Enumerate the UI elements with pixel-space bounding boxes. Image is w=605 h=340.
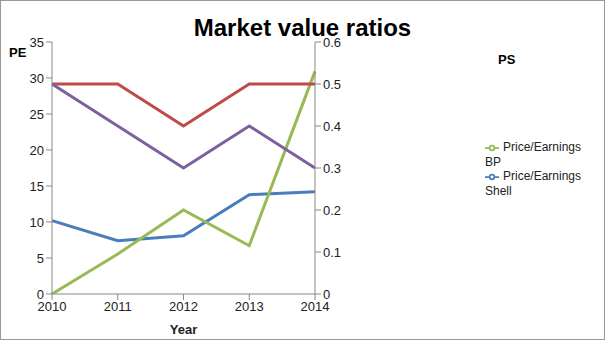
svg-text:10: 10 [30, 215, 44, 230]
svg-text:15: 15 [30, 179, 44, 194]
svg-text:0.6: 0.6 [323, 35, 341, 50]
svg-text:Year: Year [170, 322, 197, 337]
svg-text:0: 0 [323, 287, 330, 302]
svg-text:2012: 2012 [169, 299, 198, 314]
svg-text:5: 5 [37, 251, 44, 266]
svg-text:30: 30 [30, 71, 44, 86]
svg-text:0: 0 [37, 287, 44, 302]
svg-text:0.1: 0.1 [323, 245, 341, 260]
svg-text:0.4: 0.4 [323, 119, 341, 134]
svg-text:0.3: 0.3 [323, 161, 341, 176]
svg-text:2013: 2013 [235, 299, 264, 314]
svg-text:0.5: 0.5 [323, 77, 341, 92]
svg-text:35: 35 [30, 35, 44, 50]
svg-text:20: 20 [30, 143, 44, 158]
svg-text:2011: 2011 [104, 299, 132, 314]
svg-text:0.2: 0.2 [323, 203, 341, 218]
svg-text:25: 25 [30, 107, 44, 122]
